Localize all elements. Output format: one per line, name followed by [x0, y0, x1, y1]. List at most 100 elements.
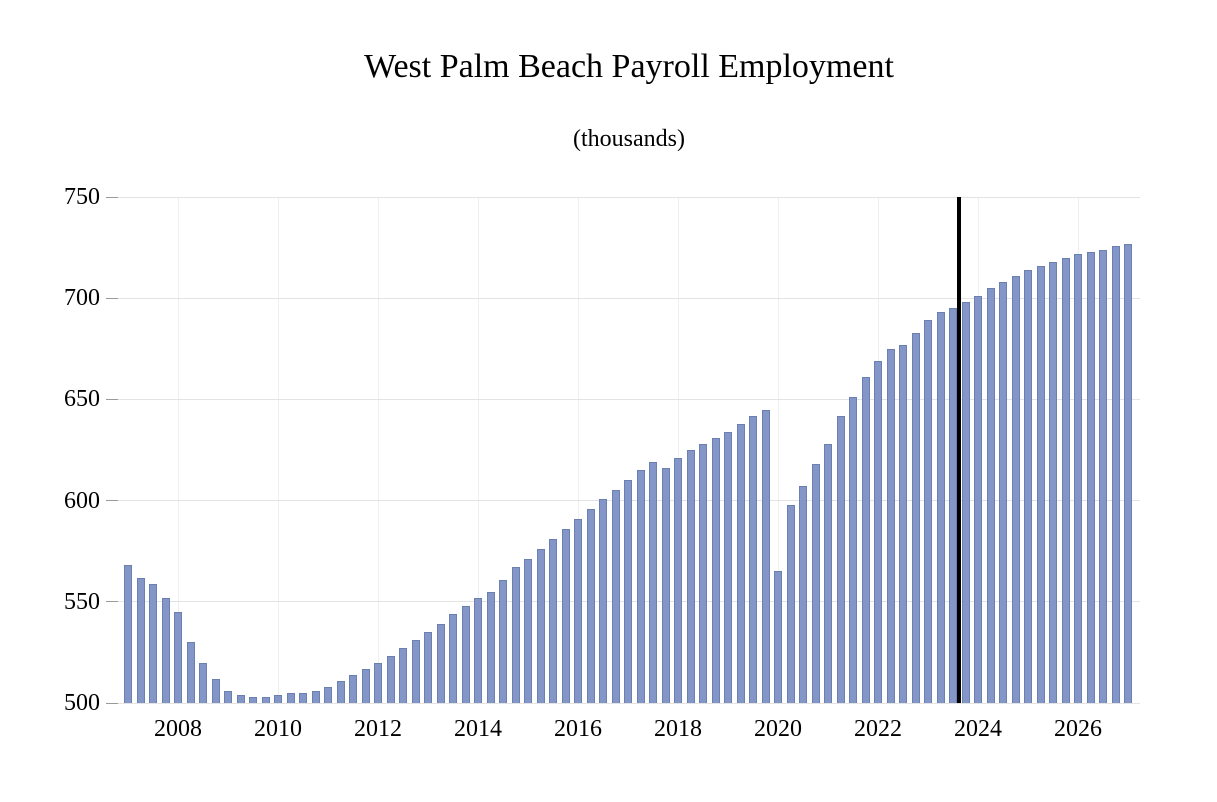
y-axis-label: 550 [64, 588, 100, 615]
bar [211, 678, 220, 703]
bar [886, 348, 895, 703]
grid-line-horizontal [118, 702, 1140, 704]
bar [549, 539, 557, 703]
x-axis-label: 2010 [254, 716, 302, 742]
x-axis-label: 2020 [754, 716, 802, 742]
bar [361, 668, 370, 703]
bar [436, 624, 445, 703]
bar [999, 282, 1007, 703]
bar [511, 567, 520, 703]
y-axis-tick [106, 601, 118, 603]
bar [124, 565, 132, 703]
bar [974, 296, 982, 703]
bar [224, 690, 232, 703]
grid-line-vertical [277, 197, 279, 703]
bar [249, 696, 257, 703]
bar [724, 431, 732, 703]
y-axis-label: 700 [64, 285, 100, 312]
bar [236, 694, 245, 703]
bar [149, 583, 157, 703]
bar [936, 312, 945, 703]
bar [799, 486, 807, 703]
x-axis-label: 2016 [554, 716, 602, 742]
bar [524, 559, 532, 703]
y-axis-label: 650 [64, 386, 100, 413]
y-axis-label: 600 [64, 487, 100, 514]
bar [1011, 275, 1020, 703]
bar [461, 605, 470, 703]
bar [674, 458, 682, 703]
grid-line-vertical [577, 197, 579, 703]
bar [399, 648, 407, 703]
bar [711, 437, 720, 703]
x-axis-label: 2014 [454, 716, 502, 742]
bar [1036, 265, 1045, 703]
bar [374, 662, 382, 703]
bar [561, 528, 570, 703]
bar [574, 518, 582, 703]
bar [136, 577, 145, 703]
bar [1111, 245, 1120, 703]
x-axis-label: 2012 [354, 716, 402, 742]
bar [624, 480, 632, 703]
y-axis-tick [106, 297, 118, 299]
bar [411, 640, 420, 703]
grid-line-horizontal [118, 297, 1140, 299]
bar [949, 308, 957, 703]
y-axis-tick [106, 500, 118, 502]
bar [749, 415, 757, 703]
bar [336, 680, 345, 703]
bar [199, 662, 207, 703]
bar [1024, 269, 1032, 703]
bar [186, 642, 195, 703]
bar [299, 692, 307, 703]
bar [424, 632, 432, 703]
bar [474, 597, 482, 703]
bar [649, 462, 657, 703]
bar [824, 443, 832, 703]
bar [1049, 261, 1057, 703]
bar [686, 450, 695, 703]
bar [699, 443, 707, 703]
bar [611, 490, 620, 703]
forecast-divider-line [957, 197, 962, 703]
chart-title: West Palm Beach Payroll Employment [364, 48, 894, 85]
bar [1074, 253, 1082, 703]
bar [349, 674, 357, 703]
y-axis-tick [106, 196, 118, 198]
y-axis-tick [106, 702, 118, 704]
bar [774, 571, 782, 703]
grid-line-horizontal [118, 398, 1140, 400]
bar [874, 360, 882, 703]
bar [836, 415, 845, 703]
bar [811, 464, 820, 703]
grid-line-vertical [377, 197, 379, 703]
bar [961, 302, 970, 703]
bar [986, 288, 995, 703]
bar [274, 694, 282, 703]
bar [286, 692, 295, 703]
bar [924, 320, 932, 703]
y-axis-label: 750 [64, 184, 100, 210]
x-axis-label: 2022 [854, 716, 902, 742]
bar [661, 468, 670, 703]
bar [486, 591, 495, 703]
bar [311, 690, 320, 703]
x-axis-label: 2008 [154, 716, 202, 742]
bar [586, 508, 595, 703]
chart-subtitle: (thousands) [573, 126, 685, 152]
bar [849, 397, 857, 703]
bar [1124, 243, 1132, 703]
bar [174, 611, 182, 703]
x-axis-label: 2018 [654, 716, 702, 742]
bar [736, 423, 745, 703]
bar [1099, 249, 1107, 703]
bar [786, 504, 795, 703]
bar [911, 332, 920, 703]
bar [861, 377, 870, 703]
bar [1061, 257, 1070, 703]
grid-line-horizontal [118, 196, 1140, 198]
y-axis-label: 500 [64, 690, 100, 716]
grid-line-vertical [477, 197, 479, 703]
